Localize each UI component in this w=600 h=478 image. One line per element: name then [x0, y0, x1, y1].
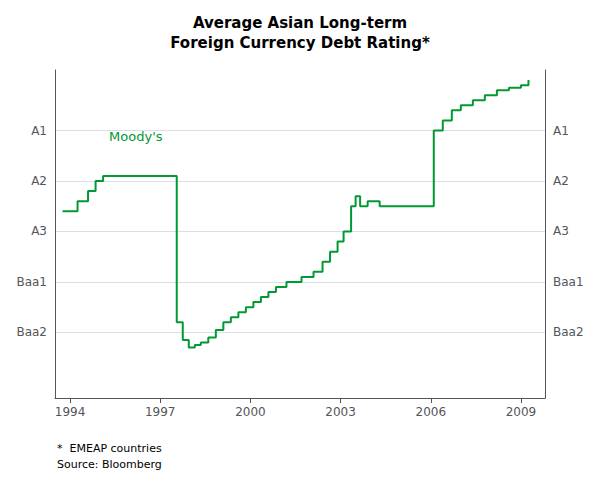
svg-text:Average Asian Long-term: Average Asian Long-term — [193, 14, 407, 32]
svg-text:1994: 1994 — [55, 405, 86, 419]
svg-text:A3: A3 — [31, 224, 47, 238]
svg-text:2009: 2009 — [506, 405, 537, 419]
svg-text:Baa1: Baa1 — [553, 275, 584, 289]
svg-text:Baa2: Baa2 — [553, 325, 584, 339]
svg-text:Baa2: Baa2 — [16, 325, 47, 339]
svg-text:A3: A3 — [553, 224, 569, 238]
svg-text:Baa1: Baa1 — [16, 275, 47, 289]
svg-text:A1: A1 — [553, 124, 569, 138]
svg-text:Moody's: Moody's — [109, 129, 163, 144]
svg-text:2003: 2003 — [325, 405, 356, 419]
svg-text:A1: A1 — [31, 124, 47, 138]
svg-text:A2: A2 — [553, 174, 569, 188]
svg-text:* EMEAP countries: * EMEAP countries — [57, 442, 162, 455]
svg-text:Source: Bloomberg: Source: Bloomberg — [57, 458, 162, 471]
svg-text:2006: 2006 — [415, 405, 446, 419]
svg-text:Foreign Currency Debt Rating*: Foreign Currency Debt Rating* — [170, 34, 430, 52]
svg-text:A2: A2 — [31, 174, 47, 188]
svg-text:2000: 2000 — [235, 405, 266, 419]
svg-text:1997: 1997 — [145, 405, 176, 419]
